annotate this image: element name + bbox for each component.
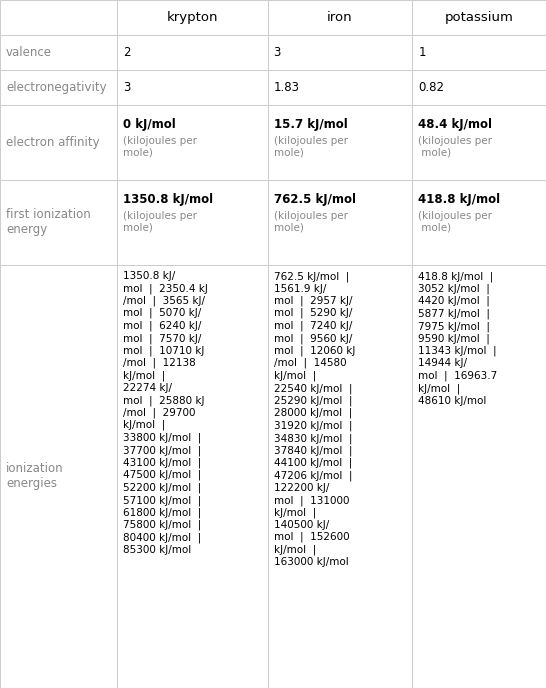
Bar xyxy=(268,0,412,35)
Bar xyxy=(412,180,546,265)
Bar xyxy=(117,105,268,180)
Bar xyxy=(412,0,546,35)
Bar xyxy=(412,265,546,688)
Bar xyxy=(0,70,117,105)
Bar xyxy=(412,105,546,180)
Bar xyxy=(117,0,268,35)
Text: 1350.8 kJ/
mol  |  2350.4 kJ
/mol  |  3565 kJ/
mol  |  5070 kJ/
mol  |  6240 kJ/: 1350.8 kJ/ mol | 2350.4 kJ /mol | 3565 k… xyxy=(123,271,208,555)
Bar xyxy=(412,265,546,688)
Text: first ionization
energy: first ionization energy xyxy=(6,208,91,237)
Bar xyxy=(412,70,546,105)
Text: electronegativity: electronegativity xyxy=(6,81,106,94)
Text: 2: 2 xyxy=(123,46,131,59)
Bar xyxy=(268,70,412,105)
Bar xyxy=(117,35,268,70)
Text: 0.82: 0.82 xyxy=(418,81,444,94)
Bar xyxy=(0,105,117,180)
Bar xyxy=(0,265,117,688)
Text: (kilojoules per
mole): (kilojoules per mole) xyxy=(274,136,348,158)
Bar xyxy=(0,265,117,688)
Text: 3: 3 xyxy=(123,81,130,94)
Text: (kilojoules per
mole): (kilojoules per mole) xyxy=(123,136,198,158)
Text: 762.5 kJ/mol  |
1561.9 kJ/
mol  |  2957 kJ/
mol  |  5290 kJ/
mol  |  7240 kJ/
mo: 762.5 kJ/mol | 1561.9 kJ/ mol | 2957 kJ/… xyxy=(274,271,355,567)
Bar xyxy=(117,70,268,105)
Bar xyxy=(268,70,412,105)
Bar xyxy=(0,35,117,70)
Bar xyxy=(0,180,117,265)
Bar xyxy=(0,105,117,180)
Bar xyxy=(268,105,412,180)
Text: 3: 3 xyxy=(274,46,281,59)
Text: valence: valence xyxy=(6,46,52,59)
Bar xyxy=(117,265,268,688)
Text: 1: 1 xyxy=(418,46,426,59)
Text: 1.83: 1.83 xyxy=(274,81,300,94)
Text: 15.7 kJ/mol: 15.7 kJ/mol xyxy=(274,118,347,131)
Bar xyxy=(0,70,117,105)
Text: (kilojoules per
mole): (kilojoules per mole) xyxy=(123,211,198,233)
Bar xyxy=(268,0,412,35)
Bar xyxy=(117,265,268,688)
Bar xyxy=(117,180,268,265)
Text: (kilojoules per
mole): (kilojoules per mole) xyxy=(274,211,348,233)
Bar xyxy=(0,180,117,265)
Text: ionization
energies: ionization energies xyxy=(6,462,64,491)
Bar xyxy=(0,0,117,35)
Text: electron affinity: electron affinity xyxy=(6,136,99,149)
Text: iron: iron xyxy=(327,11,353,24)
Text: 1350.8 kJ/mol: 1350.8 kJ/mol xyxy=(123,193,213,206)
Bar xyxy=(268,265,412,688)
Text: (kilojoules per
 mole): (kilojoules per mole) xyxy=(418,211,492,233)
Bar xyxy=(117,70,268,105)
Bar xyxy=(412,35,546,70)
Text: krypton: krypton xyxy=(167,11,218,24)
Bar xyxy=(412,0,546,35)
Text: (kilojoules per
 mole): (kilojoules per mole) xyxy=(418,136,492,158)
Bar xyxy=(117,105,268,180)
Bar xyxy=(268,35,412,70)
Bar xyxy=(117,180,268,265)
Bar xyxy=(412,35,546,70)
Bar xyxy=(268,35,412,70)
Bar xyxy=(0,35,117,70)
Text: 418.8 kJ/mol  |
3052 kJ/mol  |
4420 kJ/mol  |
5877 kJ/mol  |
7975 kJ/mol  |
9590: 418.8 kJ/mol | 3052 kJ/mol | 4420 kJ/mol… xyxy=(418,271,497,405)
Bar xyxy=(117,35,268,70)
Bar xyxy=(412,70,546,105)
Bar xyxy=(268,180,412,265)
Text: 0 kJ/mol: 0 kJ/mol xyxy=(123,118,176,131)
Bar xyxy=(268,180,412,265)
Text: 48.4 kJ/mol: 48.4 kJ/mol xyxy=(418,118,492,131)
Text: potassium: potassium xyxy=(444,11,514,24)
Bar xyxy=(268,105,412,180)
Bar xyxy=(117,0,268,35)
Bar xyxy=(412,180,546,265)
Bar xyxy=(412,105,546,180)
Bar xyxy=(0,0,117,35)
Bar xyxy=(268,265,412,688)
Text: 418.8 kJ/mol: 418.8 kJ/mol xyxy=(418,193,500,206)
Text: 762.5 kJ/mol: 762.5 kJ/mol xyxy=(274,193,355,206)
